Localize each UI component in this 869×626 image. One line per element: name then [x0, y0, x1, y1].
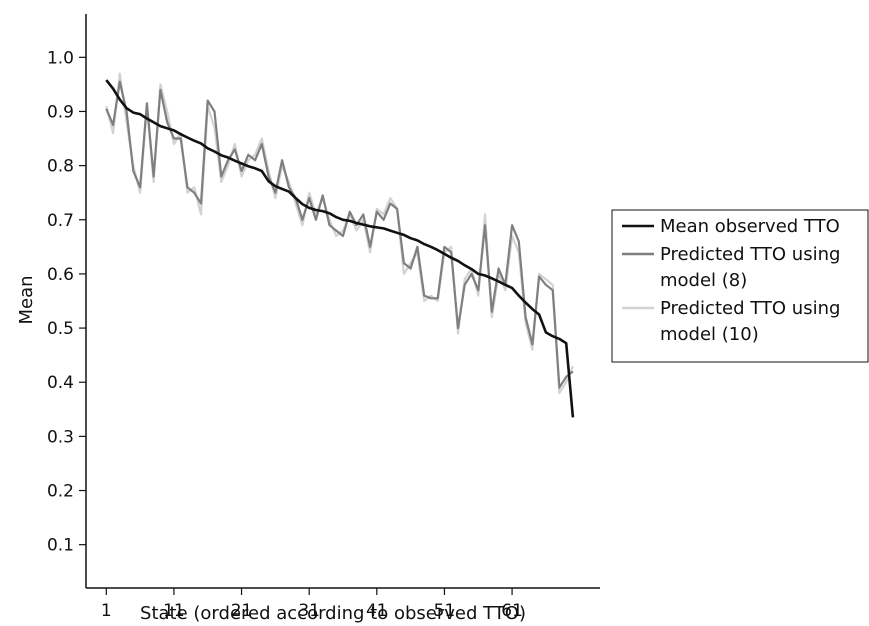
axes: 0.10.20.30.40.50.60.70.80.91.0 1 11 21 31 41… — [47, 14, 600, 621]
x-tick-label: 51 — [434, 601, 456, 621]
y-tick-label: 0.5 — [47, 319, 74, 339]
y-tick-label: 0.2 — [47, 482, 74, 502]
x-axis-ticks: 1 11 21 31 41 51 61 — [101, 588, 523, 621]
legend-label: Mean observed TTO — [660, 216, 840, 237]
x-tick-label: 41 — [366, 601, 388, 621]
x-tick-label: 31 — [298, 601, 320, 621]
y-axis-ticks: 0.1 0.2 0.3 0.4 0.5 0.6 0.7 0.8 0.9 1.0 — [47, 48, 86, 556]
y-tick-label: 0.3 — [47, 427, 74, 447]
legend-label: Predicted TTO using — [660, 244, 840, 265]
y-tick-label: 0.4 — [47, 373, 74, 393]
y-tick-label: 1.0 — [47, 48, 74, 68]
legend-label: model (10) — [660, 324, 759, 345]
x-tick-label: 11 — [163, 601, 185, 621]
series-layer — [105, 72, 575, 418]
legend-label: Predicted TTO using — [660, 298, 840, 319]
x-tick-label: 21 — [231, 601, 253, 621]
y-tick-label: 0.8 — [47, 157, 74, 177]
x-axis-title: State (ordered according to observed TTO… — [140, 603, 526, 624]
legend-box — [611, 209, 869, 363]
y-tick-label: 0.9 — [47, 102, 74, 122]
x-tick-label: 61 — [501, 601, 523, 621]
series-line-2 — [105, 80, 574, 389]
legend-label: model (8) — [660, 270, 747, 291]
y-axis-title: Mean — [16, 275, 37, 324]
x-tick-label: 1 — [101, 601, 112, 621]
y-tick-label: 0.6 — [47, 265, 74, 285]
series-line-1 — [105, 79, 575, 418]
y-tick-label: 0.1 — [47, 536, 74, 556]
y-tick-label: 0.7 — [47, 211, 74, 231]
legend: Mean observed TTO Predicted TTO using mode… — [611, 209, 869, 363]
